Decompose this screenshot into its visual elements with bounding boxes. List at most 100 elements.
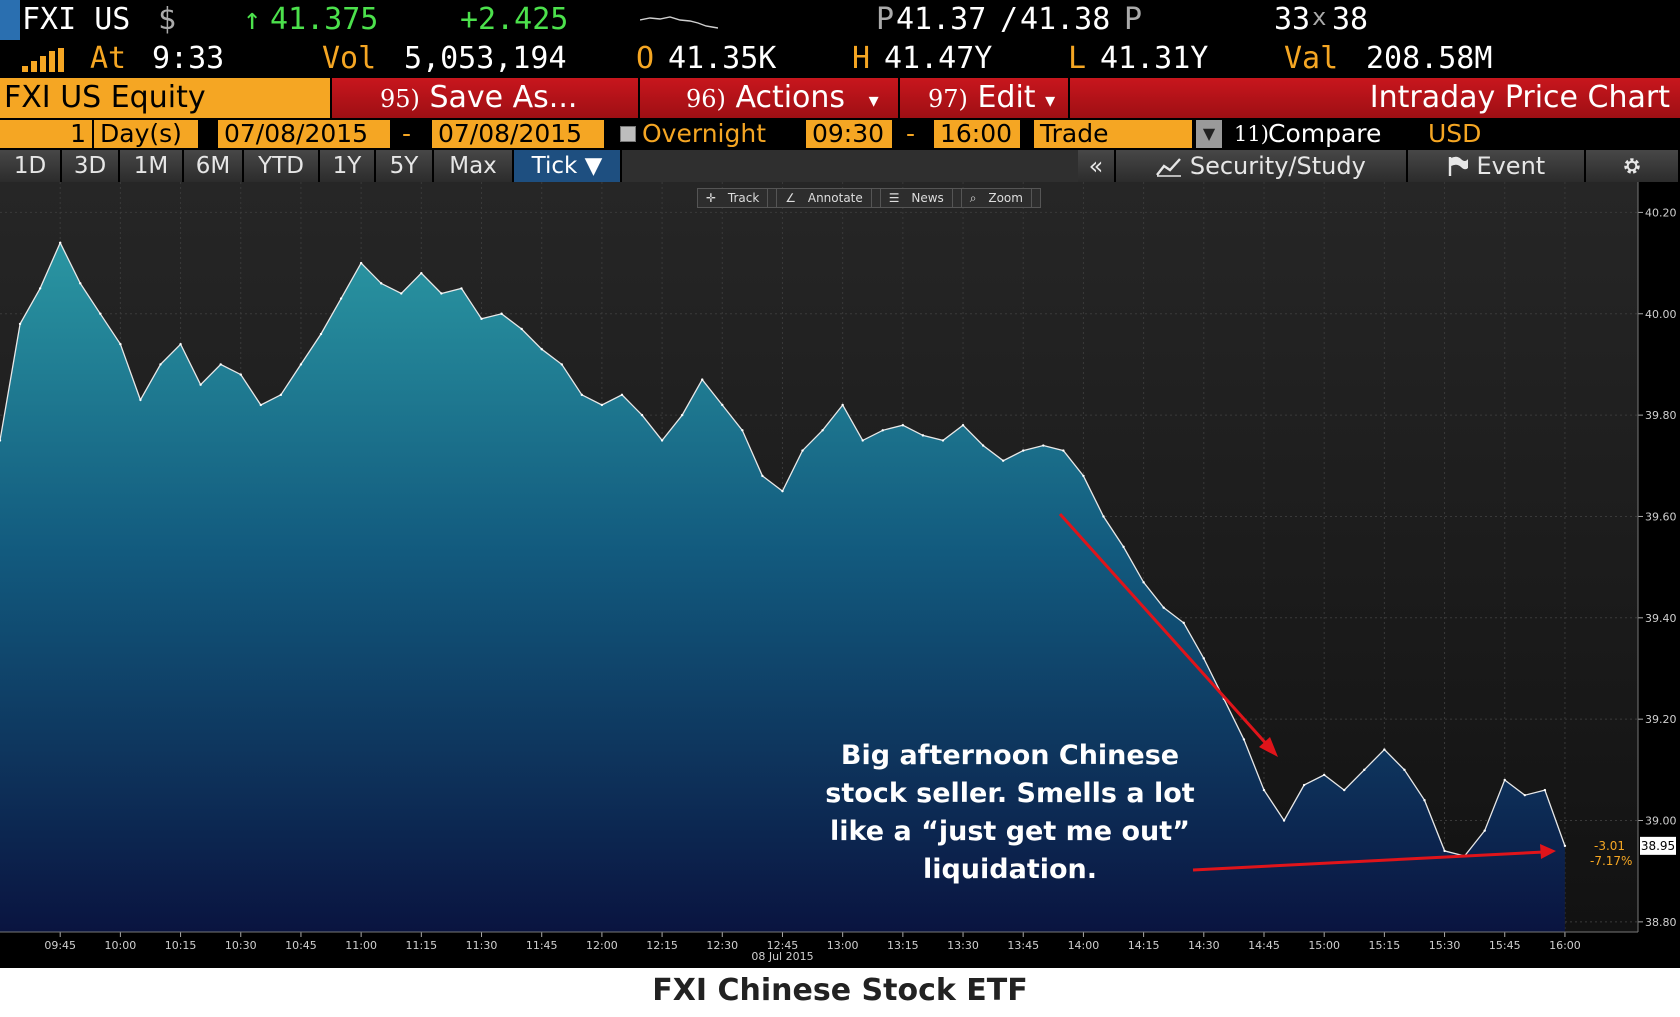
title-bar: FXI US Equity 95) Save As... 96) Actions… (0, 78, 1680, 118)
bid-ask-prefix: P (876, 2, 895, 37)
flag-icon (1448, 156, 1468, 176)
price-point (1001, 459, 1005, 462)
tab-6m[interactable]: 6M (184, 150, 244, 182)
start-date-field[interactable]: 07/08/2015 (218, 120, 390, 148)
end-date-field[interactable]: 07/08/2015 (432, 120, 604, 148)
price-point (1082, 474, 1085, 478)
x-tick-label: 11:45 (526, 939, 558, 952)
tab-3d[interactable]: 3D (62, 150, 120, 182)
price-point (219, 363, 222, 366)
price-point (741, 429, 744, 432)
security-name[interactable]: FXI US Equity (0, 78, 330, 118)
start-time-field[interactable]: 09:30 (806, 120, 892, 148)
y-tick-label: 39.80 (1645, 409, 1677, 422)
high-value: 41.47Y (884, 41, 993, 76)
x-tick-label: 15:00 (1308, 939, 1340, 952)
y-tick-label: 39.20 (1645, 713, 1677, 726)
annotate-button[interactable]: ∠ Annotate (777, 189, 881, 207)
period-count-field[interactable]: 1 (0, 120, 92, 148)
price-point (1403, 768, 1406, 772)
y-tick-label: 38.80 (1645, 916, 1677, 929)
settings-button[interactable] (1586, 150, 1680, 182)
price-point (861, 439, 864, 442)
tab-tick[interactable]: Tick ▼ (514, 150, 622, 182)
last-price: 41.375 (270, 2, 379, 37)
price-point (1302, 783, 1306, 787)
x-tick-label: 10:00 (105, 939, 137, 952)
tab-5y[interactable]: 5Y (376, 150, 434, 182)
up-arrow-icon: ↑ (243, 2, 262, 37)
x-tick-label: 12:30 (706, 939, 738, 952)
function-menu-bar: 95) Save As... 96) Actions ▾ 97) Edit ▾ … (332, 78, 1680, 118)
security-study-label: Security/Study (1189, 152, 1366, 180)
security-study-button[interactable]: Security/Study (1116, 150, 1408, 182)
period-unit-field[interactable]: Day(s) (94, 120, 198, 148)
intraday-chart[interactable]: 40.20 40.00 39.80 39.60 39.40 39.20 39.00 38.80… (0, 182, 1680, 967)
event-type-dropdown-icon[interactable]: ▼ (1196, 120, 1222, 148)
zoom-button[interactable]: ⌕ Zoom (962, 189, 1040, 207)
end-time-field[interactable]: 16:00 (934, 120, 1020, 148)
track-label: Track (719, 189, 769, 207)
price-point (1523, 793, 1527, 797)
price-point (99, 312, 102, 315)
tab-1y[interactable]: 1Y (320, 150, 376, 182)
price-point (500, 312, 503, 315)
price-point (1262, 788, 1266, 792)
ask-price: 41.38 (1020, 2, 1111, 37)
actions-label: Actions (735, 80, 846, 115)
track-button[interactable]: ✛ Track (698, 189, 778, 207)
actions-menu[interactable]: 96) Actions ▾ (686, 78, 879, 118)
price-point (1062, 449, 1065, 452)
sparkline-icon (640, 16, 718, 29)
save-as-button[interactable]: 95) Save As... (380, 78, 577, 118)
price-point (1142, 581, 1145, 584)
price-point (1322, 773, 1326, 777)
event-type-select[interactable]: Trade (1034, 120, 1192, 148)
price-point (941, 439, 945, 442)
price-point (1563, 844, 1567, 848)
price-point (0, 439, 2, 442)
save-as-label: Save As... (429, 80, 578, 115)
price-point (179, 342, 182, 346)
y-tick-label: 39.00 (1645, 815, 1677, 828)
x-tick-label: 11:30 (466, 939, 498, 952)
annotation-line: Big afternoon Chinese (840, 740, 1180, 771)
y-tick-label: 40.00 (1645, 308, 1677, 321)
ticker-symbol[interactable]: FXI US (22, 2, 131, 37)
price-point (761, 474, 764, 478)
price-point (259, 403, 263, 407)
price-point (359, 261, 363, 265)
x-tick-label: 09:45 (44, 939, 76, 952)
traded-value: 208.58M (1366, 41, 1493, 76)
tab-1m[interactable]: 1M (120, 150, 184, 182)
price-point (1202, 657, 1205, 660)
y-tick-label: 40.20 (1645, 206, 1677, 219)
edit-menu[interactable]: 97) Edit ▾ (928, 78, 1055, 118)
price-point (701, 378, 704, 381)
open-label: O (636, 41, 655, 76)
bid-size: 33 (1274, 2, 1311, 37)
price-point (119, 342, 122, 346)
x-tick-label: 10:15 (165, 939, 197, 952)
x-tick-label: 12:00 (586, 939, 618, 952)
price-point (18, 322, 22, 326)
signal-bars-icon (22, 48, 64, 72)
event-label: Event (1476, 152, 1546, 180)
x-tick-label: 13:45 (1007, 939, 1039, 952)
low-value: 41.31Y (1100, 41, 1209, 76)
tab-1d[interactable]: 1D (0, 150, 62, 182)
tab-max[interactable]: Max (434, 150, 514, 182)
currency-field[interactable]: USD (1428, 119, 1482, 148)
overnight-checkbox[interactable] (620, 126, 636, 142)
price-point (801, 449, 804, 452)
collapse-button[interactable]: « (1078, 150, 1116, 182)
compare-button[interactable]: Compare (1268, 119, 1382, 148)
event-button[interactable]: Event (1408, 150, 1586, 182)
price-chart-svg[interactable]: 40.20 40.00 39.80 39.60 39.40 39.20 39.00 38.80… (0, 182, 1680, 967)
time-range-dash: - (906, 119, 916, 148)
menu-divider (638, 78, 640, 118)
news-button[interactable]: ☰ News (881, 189, 962, 207)
tab-ytd[interactable]: YTD (244, 150, 320, 182)
quote-time: 9:33 (152, 41, 225, 76)
x-tick-label: 13:00 (827, 939, 859, 952)
